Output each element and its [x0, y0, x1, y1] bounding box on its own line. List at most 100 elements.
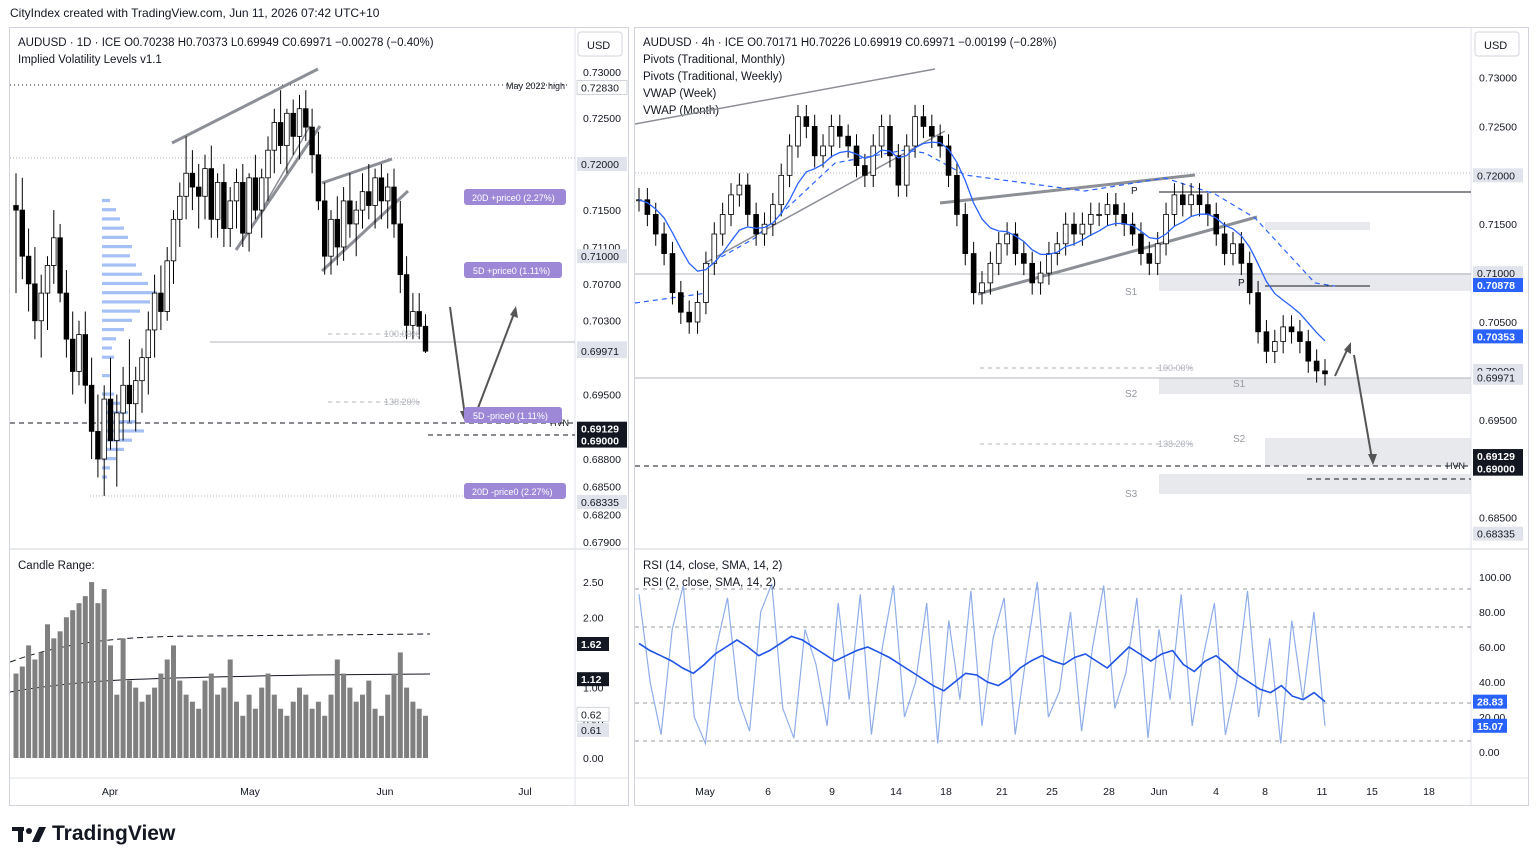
- time-axis-label: 18: [940, 786, 952, 798]
- hourly-candle-body: [678, 292, 684, 313]
- price-tag-text: 0.72000: [1477, 170, 1515, 182]
- hourly-candle-body: [887, 126, 893, 157]
- candle-range-bar: [158, 673, 164, 758]
- candle-range-bar: [70, 610, 76, 758]
- time-axis-label: Jul: [518, 786, 531, 798]
- hourly-candle-body: [1004, 233, 1010, 245]
- hourly-candle-body: [987, 262, 994, 284]
- daily-candle-body: [19, 209, 25, 257]
- hourly-candle-body: [686, 311, 692, 323]
- candle-range-bar: [378, 715, 384, 758]
- time-axis-label: 15: [1366, 786, 1378, 798]
- candle-range-bar: [13, 673, 19, 758]
- volume-profile-bar: [102, 309, 140, 313]
- price-tag: 0.69000: [1473, 461, 1523, 476]
- candle-range-bar: [227, 659, 233, 758]
- currency-button[interactable]: [1474, 31, 1520, 57]
- volume-profile-bar: [102, 254, 130, 258]
- daily-candle-body: [114, 412, 120, 441]
- daily-candle-body: [397, 223, 403, 276]
- daily-candle-body: [170, 218, 177, 262]
- daily-candle-body: [290, 112, 296, 137]
- hourly-candle-body: [1012, 233, 1019, 254]
- daily-candle-body: [95, 430, 101, 460]
- hourly-candle-body: [1021, 253, 1027, 264]
- daily-candle-body: [347, 200, 353, 225]
- volume-profile-bar: [102, 410, 128, 415]
- rsi-tag-bg: [1473, 694, 1507, 709]
- daily-candle-body: [32, 283, 38, 322]
- hourly-candle-body: [1062, 223, 1069, 245]
- candle-range-bar: [309, 708, 315, 758]
- right-time-axis[interactable]: May 6 9 14 18 21 25 28 Jun 4 8 11 15 18: [695, 786, 1435, 798]
- left-chart-panel[interactable]: AUDUSD · 1D · ICE O0.70238 H0.70373 L0.6…: [9, 27, 629, 806]
- right-chart-panel[interactable]: AUDUSD · 4h · ICE O0.70171 H0.70226 L0.6…: [634, 27, 1529, 806]
- hourly-candle-body: [878, 126, 885, 147]
- daily-candle-body: [51, 237, 57, 266]
- daily-candle-body: [133, 380, 139, 405]
- daily-candle-body: [221, 182, 227, 229]
- right-chart-svg[interactable]: AUDUSD · 4h · ICE O0.70171 H0.70226 L0.6…: [634, 28, 1528, 805]
- daily-candle-body: [76, 334, 82, 372]
- down-arrow-line: [1353, 354, 1373, 460]
- hourly-candle-body: [1104, 204, 1111, 215]
- candle-range-bar: [126, 680, 132, 758]
- tradingview-logo[interactable]: TradingView: [12, 822, 175, 846]
- iv-label-5d-down-text: 5D -price0 (1.11%): [473, 411, 548, 421]
- time-axis-label: 6: [765, 786, 771, 798]
- candle-range-bar: [271, 694, 277, 758]
- left-price-axis[interactable]: 0.730000.725000.715000.711000.707000.703…: [576, 67, 628, 549]
- volume-profile-bar: [102, 466, 110, 470]
- price-tag-bg: [1473, 526, 1523, 541]
- daily-candle-body: [164, 260, 170, 312]
- hourly-candle-body: [1179, 194, 1186, 206]
- candle-range-bar: [63, 617, 69, 758]
- hourly-candle-body: [937, 135, 943, 147]
- sub-tag-bg: [577, 723, 609, 738]
- candle-range-bar: [391, 673, 397, 758]
- price-tag-bg: [577, 249, 627, 264]
- hourly-candle-body: [661, 233, 667, 254]
- currency-button[interactable]: [577, 31, 623, 57]
- left-static-layer: [9, 67, 575, 693]
- hvn-label: HVN: [550, 418, 569, 428]
- left-time-axis[interactable]: Apr May Jun Jul: [102, 786, 532, 798]
- candle-range-bar: [196, 708, 202, 758]
- left-sub-axis[interactable]: 2.502.001.000.500.001.621.120.620.61: [576, 577, 610, 765]
- candle-range-bar: [385, 694, 391, 758]
- daily-candle-body: [177, 195, 183, 220]
- right-price-axis[interactable]: 0.73000 0.72500 0.71500 0.70500 0.69500 0.685…: [1473, 73, 1523, 541]
- candle-range-bar: [284, 715, 290, 758]
- hourly-candle-body: [945, 145, 952, 176]
- price-axis-label: 0.73000: [583, 67, 621, 79]
- pivot-label-s1-monthly: S1: [1125, 287, 1138, 298]
- price-tag: 0.72000: [577, 157, 627, 172]
- time-axis-label: May: [695, 786, 716, 798]
- rsi-2-line: [638, 581, 1326, 746]
- daily-candle-body: [265, 149, 271, 179]
- candle-range-bar: [171, 645, 176, 758]
- left-candles: [13, 90, 429, 496]
- daily-candle-body: [195, 186, 202, 197]
- price-tag: 0.72830: [576, 80, 628, 96]
- left-chart-svg[interactable]: AUDUSD · 1D · ICE O0.70238 H0.70373 L0.6…: [9, 28, 628, 805]
- pivot-label-s3-monthly: S3: [1125, 489, 1138, 500]
- iv-label-20d-up-text: 20D +price0 (2.27%): [472, 193, 555, 203]
- price-axis-label: 0.67900: [583, 537, 621, 549]
- time-axis-label: 28: [1103, 786, 1115, 798]
- volume-profile-bar: [102, 244, 132, 249]
- candle-range-bar: [372, 708, 378, 758]
- candle-range-bars: [13, 582, 428, 758]
- candle-range-bar: [32, 659, 38, 758]
- hourly-candle-body: [1322, 370, 1328, 375]
- time-axis-label: 8: [1262, 786, 1268, 798]
- candle-range-bar: [76, 603, 82, 758]
- daily-candle-body: [403, 274, 410, 326]
- hourly-candle-body: [1129, 223, 1136, 235]
- candle-range-bar: [152, 687, 158, 758]
- currency-label: USD: [587, 40, 610, 52]
- daily-candle-body: [303, 108, 309, 128]
- daily-candle-body: [57, 237, 63, 294]
- hourly-candle-body: [761, 223, 768, 235]
